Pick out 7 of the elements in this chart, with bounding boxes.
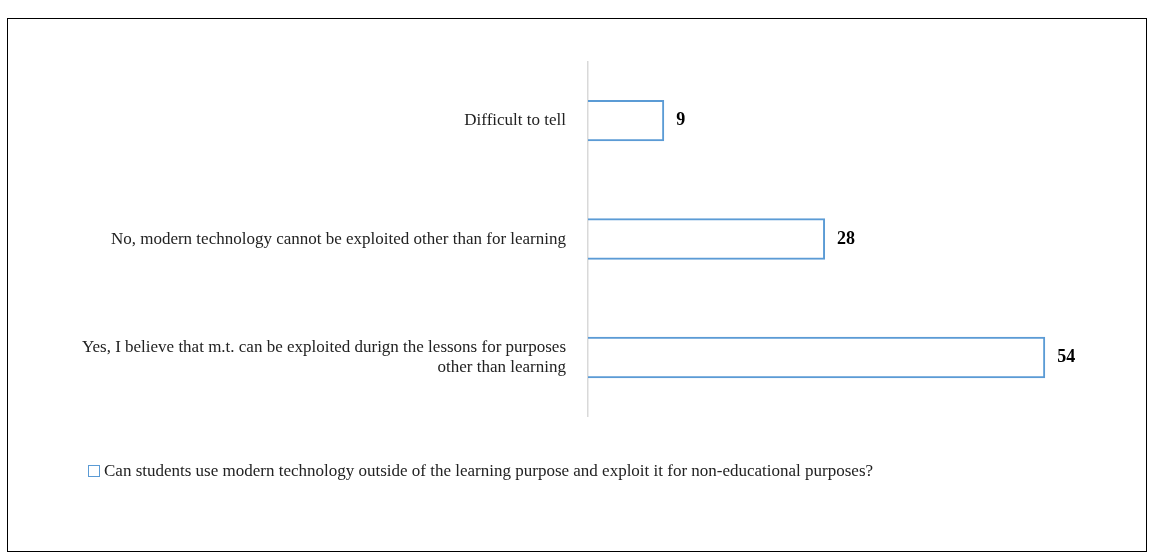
y-tick-label: No, modern technology cannot be exploited other than for learning	[110, 228, 567, 248]
y-tick-label: Difficult to tell	[464, 110, 567, 130]
data-label: 9	[676, 109, 686, 130]
data-label: 28	[837, 227, 856, 248]
data-label: 54	[1057, 346, 1076, 367]
legend-label: Can students use modern technology outside of the learning purpose and exploit it for non-educational purposes?	[104, 460, 874, 482]
y-tick-label: Yes, I believe that m.t. can be exploited durign the lessons for purposes other than learning	[81, 336, 567, 377]
